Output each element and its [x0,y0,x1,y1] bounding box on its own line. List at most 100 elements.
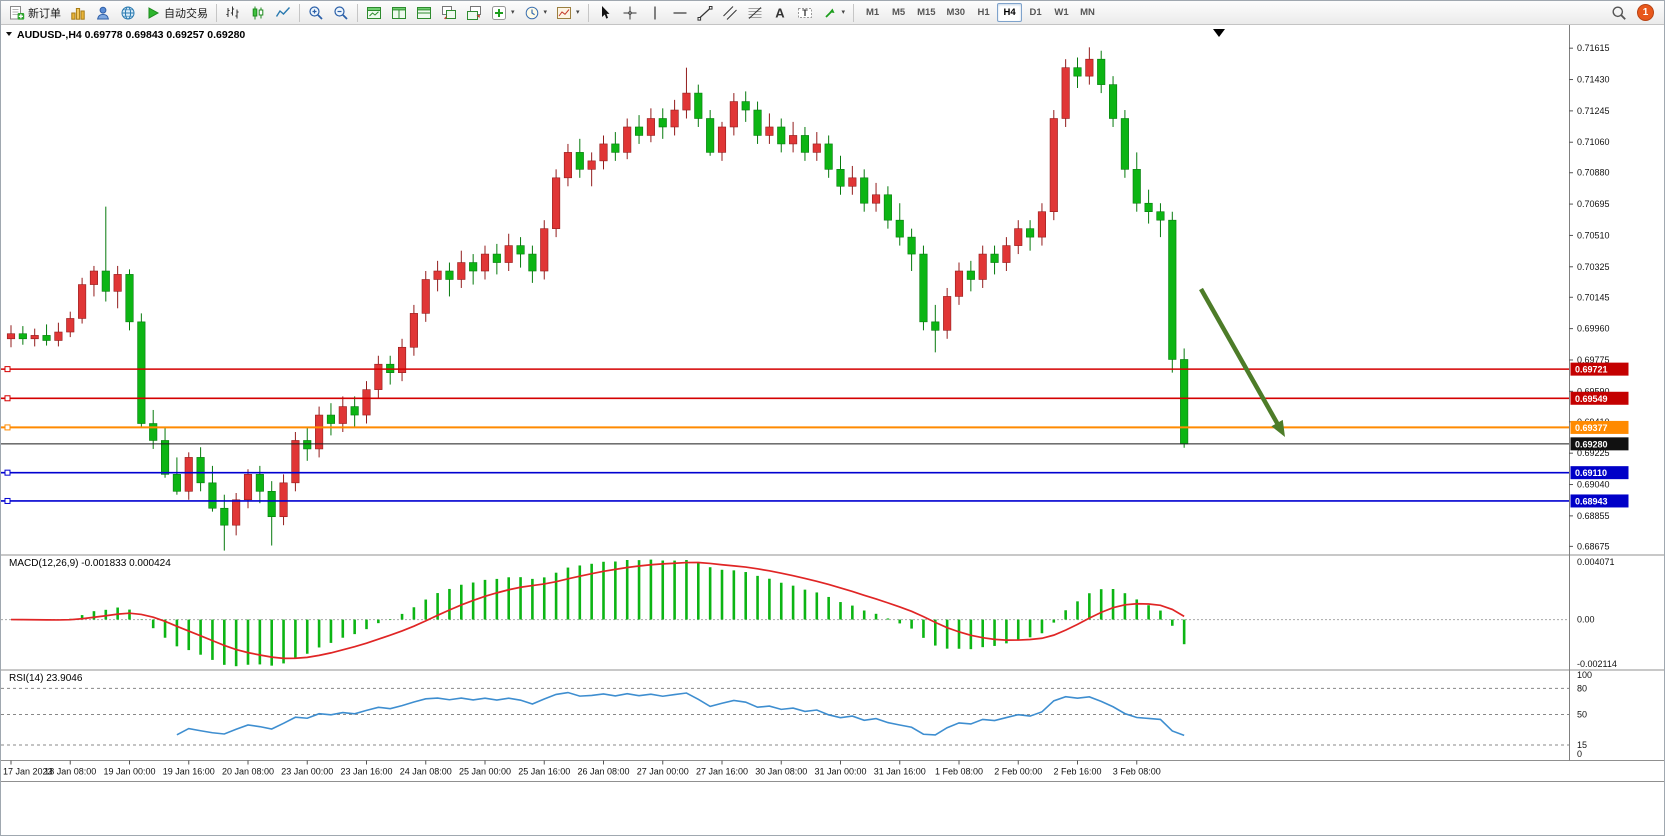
tile-windows-button[interactable] [387,2,411,23]
channel-tool-button[interactable] [718,2,742,23]
timeframe-w1[interactable]: W1 [1049,3,1074,22]
crosshair-tool-button[interactable] [618,2,642,23]
auto-trading-button[interactable]: 自动交易 [141,2,212,23]
time-label: 18 Jan 08:00 [44,767,96,777]
candle-body [18,333,27,340]
new-order-label: 新订单 [28,7,61,20]
candle-body [800,135,810,153]
restore-windows-button[interactable] [462,2,486,23]
dropdown-caret: ▾ [841,9,846,16]
line-handle[interactable] [4,395,11,402]
time-label: 20 Jan 08:00 [222,767,274,777]
bar-chart-button[interactable] [221,2,245,23]
notification-badge[interactable]: 1 [1637,4,1654,21]
candle-body [208,482,217,509]
template-button[interactable]: ▾ [552,2,584,23]
trendline-tool-button[interactable] [693,2,717,23]
trend-arrow-line[interactable] [1199,287,1283,430]
timeframe-m15[interactable]: M15 [912,3,940,22]
candle-body [670,109,679,128]
fibonacci-tool-button[interactable] [743,2,767,23]
chart-region: AUDUSD-,H4 0.69778 0.69843 0.69257 0.692… [1,25,1665,835]
time-label: 27 Jan 16:00 [696,767,748,777]
candle-body [125,274,134,323]
vertical-line-tool-button[interactable] [643,2,667,23]
candlestick-chart-button[interactable] [246,2,270,23]
candle-body [1120,118,1129,170]
price-tick-label: 0.71430 [1577,75,1610,85]
price-tick-label: 0.71245 [1577,106,1610,116]
zoom-in-button[interactable] [304,2,328,23]
candle-body [291,440,300,484]
candle-body [966,270,975,280]
period-button[interactable]: ▾ [520,2,552,23]
candle-body [706,118,715,153]
chart-canvas[interactable]: AUDUSD-,H4 0.69778 0.69843 0.69257 0.692… [1,25,1665,782]
svg-text:T: T [802,8,808,18]
trend-arrow-head[interactable] [1271,419,1285,437]
navigator-button[interactable] [116,2,140,23]
add-indicator-button[interactable]: ▾ [487,2,519,23]
line-chart-button[interactable] [271,2,295,23]
line-handle[interactable] [4,366,11,373]
horizontal-line-tool-button[interactable] [668,2,692,23]
zoom-out-button[interactable] [329,2,353,23]
candle-body [812,143,821,153]
price-line-label [1570,362,1629,376]
candle-body [599,143,608,162]
candle-body [315,414,324,450]
chart-title: AUDUSD-,H4 0.69778 0.69843 0.69257 0.692… [17,29,245,41]
candle-body [777,126,786,145]
timeframe-h1[interactable]: H1 [971,3,996,22]
new-order-button[interactable]: 新订单 [5,2,65,23]
arrows-tool-button[interactable]: ▾ [818,2,850,23]
new-chart-window-button[interactable] [362,2,386,23]
candle-body [943,296,952,331]
cascade-windows-button[interactable] [437,2,461,23]
candle-body [42,335,51,341]
price-line-label-text: 0.68943 [1575,496,1608,506]
chart-menu-marker[interactable] [6,32,12,36]
macd-axis-label: -0.002114 [1577,659,1617,669]
text-tool-button[interactable]: A [768,2,792,23]
candle-body [528,253,537,272]
crosshair-icon [623,6,637,19]
candle-body [694,92,703,119]
terminal-button[interactable] [91,2,115,23]
cursor-tool-button[interactable] [593,2,617,23]
tile-horizontal-button[interactable] [412,2,436,23]
candle-body [682,92,691,111]
candle-body [824,143,833,170]
rsi-axis-label: 100 [1577,670,1592,680]
market-watch-button[interactable] [66,2,90,23]
candle-body [54,331,63,341]
candle-body [78,284,87,319]
candle-body [860,177,869,204]
toolbar-separator [216,3,217,22]
timeframe-m1[interactable]: M1 [860,3,885,22]
time-label: 17 Jan 2023 [3,767,53,777]
search-button[interactable] [1607,2,1631,23]
bar-chart-icon [226,6,239,18]
channel-icon [722,5,737,20]
rsi-axis-label: 50 [1577,710,1587,720]
timeframe-h4[interactable]: H4 [997,3,1023,22]
line-handle[interactable] [4,424,11,431]
cascade-windows-icon [442,5,456,19]
candle-body [646,118,655,136]
timeframe-m5[interactable]: M5 [886,3,911,22]
timeframe-d1[interactable]: D1 [1023,3,1048,22]
chart-shift-marker[interactable] [1213,29,1225,37]
toolbar-separator [299,3,300,22]
timeframe-mn[interactable]: MN [1075,3,1100,22]
auto-trading-play-icon [148,6,160,19]
line-handle[interactable] [4,497,11,504]
add-indicator-icon [492,5,506,20]
price-tick-label: 0.70145 [1577,292,1610,302]
toolbar-separator [587,3,589,22]
candle-body [978,253,987,280]
candle-body [1132,169,1141,204]
timeframe-m30[interactable]: M30 [942,3,970,22]
line-handle[interactable] [4,469,11,476]
label-tool-button[interactable]: T [793,2,817,23]
